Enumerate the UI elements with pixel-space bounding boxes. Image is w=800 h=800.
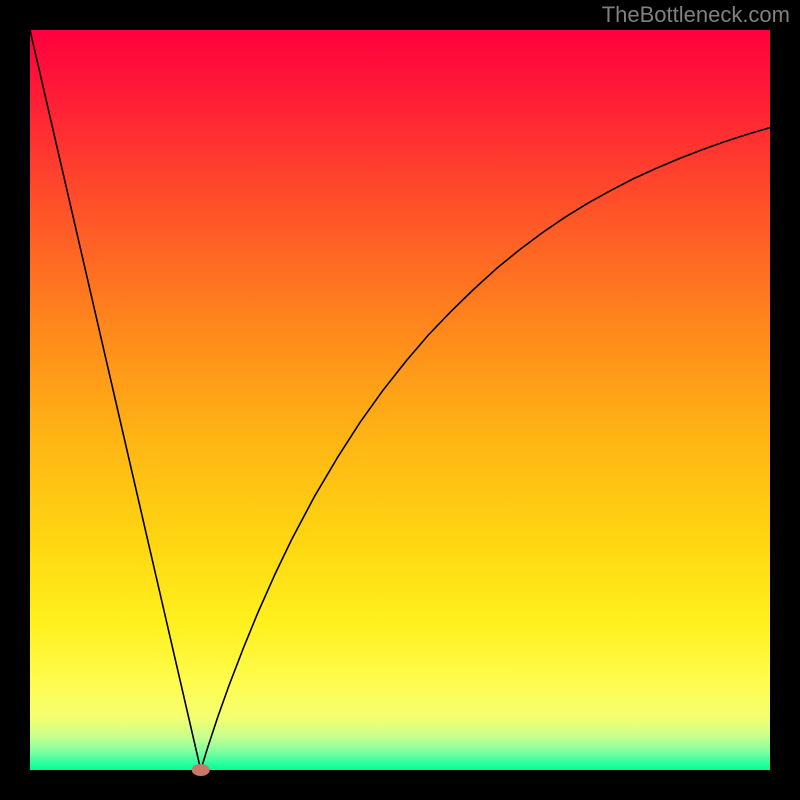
- plot-background: [30, 30, 770, 770]
- watermark-text: TheBottleneck.com: [602, 2, 790, 27]
- optimal-point-marker: [192, 764, 210, 776]
- bottleneck-chart: TheBottleneck.com: [0, 0, 800, 800]
